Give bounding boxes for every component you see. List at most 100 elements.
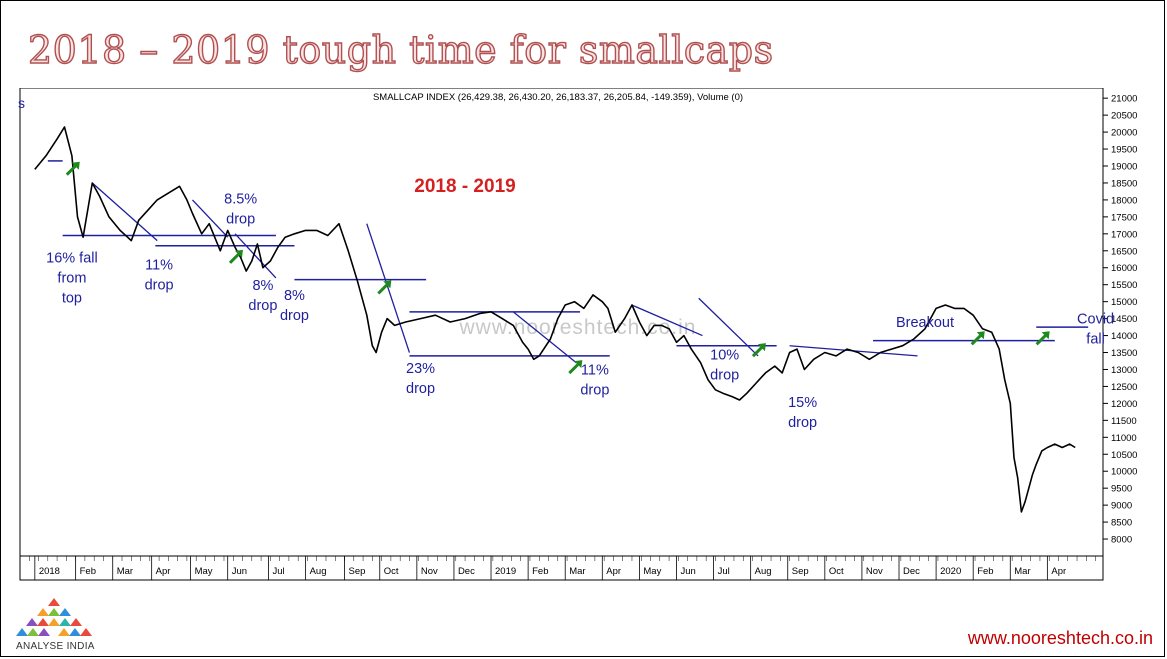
green-arrow-icon [568,360,583,375]
y-tick-label: 15000 [1111,297,1137,308]
drop-annotation: Breakout [896,315,954,331]
y-tick-label: 11500 [1111,416,1137,427]
y-tick-label: 12500 [1111,382,1137,393]
green-arrow-head [976,331,985,340]
y-tick-label: 12000 [1111,399,1137,410]
x-tick-label: 2018 [39,566,60,577]
drop-annotation: 15% drop [788,395,817,431]
slide-title: 2018 – 2019 tough time for smallcaps [27,27,774,72]
green-arrow-icon [970,331,985,346]
x-tick-label: Apr [606,566,621,577]
y-tick-label: 15500 [1111,280,1137,291]
y-tick-label: 10500 [1111,450,1137,461]
x-tick-label: Feb [977,566,993,577]
green-arrow-shaft [568,363,580,375]
y-tick-label: 11000 [1111,433,1137,444]
x-tick-label: Jul [718,566,730,577]
x-tick-label: 2019 [495,566,516,577]
y-tick-label: 16500 [1111,246,1137,257]
x-tick-label: May [643,566,661,577]
website-footer: www.nooreshtech.co.in [967,628,1153,648]
x-tick-label: Apr [1051,566,1066,577]
drop-annotation: 11% drop [580,363,609,399]
y-tick-label: 9500 [1111,484,1132,495]
y-tick-label: 14500 [1111,314,1137,325]
price-series-line [34,126,1076,513]
trend-line [191,199,229,238]
y-tick-label: 20500 [1111,111,1137,122]
y-tick-label: 18500 [1111,178,1137,189]
x-tick-label: Mar [117,566,133,577]
logo-text: ANALYSE INDIA [16,641,95,652]
green-arrow-head [234,249,243,258]
green-arrow-head [71,161,80,170]
y-tick-label: 21000 [1111,94,1137,105]
y-tick-label: 17000 [1111,229,1137,240]
green-arrow-head [574,360,583,369]
green-arrow-shaft [65,164,77,176]
y-tick-label: 13000 [1111,365,1137,376]
drop-annotation: 10% drop [710,347,739,383]
drop-annotation: 11% drop [145,257,174,293]
drop-annotation: 16% fall from top [46,251,98,307]
x-axis-band [19,555,1104,581]
green-arrow-shaft [970,334,982,346]
x-tick-label: Sep [349,566,366,577]
green-arrow-icon [751,343,766,358]
green-arrow-icon [1035,331,1050,346]
y-tick-label: 10000 [1111,467,1137,478]
x-tick-label: Jul [272,566,284,577]
period-label: 2018 - 2019 [414,176,515,197]
y-tick-label: 9000 [1111,501,1132,512]
drop-annotation: 8% drop [248,278,277,314]
x-tick-label: Nov [421,566,438,577]
watermark: www.nooreshtech.co.in [459,316,697,339]
y-tick-label: 14000 [1111,331,1137,342]
x-tick-label: Mar [569,566,585,577]
x-tick-label: Dec [903,566,920,577]
chart-header: SMALLCAP INDEX (26,429.38, 26,430.20, 26… [373,92,743,103]
x-tick-label: Dec [458,566,475,577]
green-arrow-head [1041,331,1050,340]
chart-area: SMALLCAP INDEX (26,429.38, 26,430.20, 26… [18,87,1142,582]
x-tick-label: Mar [1014,566,1030,577]
green-arrow-shaft [751,346,763,358]
x-tick-label: 2020 [940,566,961,577]
analyse-india-logo [14,596,94,656]
drop-annotation: 8% drop [280,288,309,324]
trend-line [91,182,158,242]
green-arrow-shaft [1035,334,1047,346]
green-arrow-icon [228,249,243,264]
x-tick-label: Sep [792,566,809,577]
y-tick-label: 8500 [1111,518,1132,529]
x-tick-label: Nov [866,566,883,577]
y-tick-label: 19500 [1111,145,1137,156]
y-tick-label: 20000 [1111,128,1137,139]
y-tick-label: 8000 [1111,535,1132,546]
y-tick-label: 17500 [1111,212,1137,223]
trend-line [512,311,577,364]
green-arrow-head [757,343,766,352]
corner-label: s [18,95,25,111]
x-tick-label: Feb [532,566,548,577]
trend-line [698,297,759,357]
x-tick-label: Aug [310,566,327,577]
trend-line [631,304,703,337]
smallcap-index-chart: SMALLCAP INDEX (26,429.38, 26,430.20, 26… [18,87,1137,581]
drop-annotation: Covid fall [1077,312,1114,348]
y-tick-label: 16000 [1111,263,1137,274]
green-arrow-head [383,280,392,289]
x-tick-label: Apr [156,566,171,577]
drop-annotation: 8.5% drop [224,191,257,227]
x-tick-label: Jun [680,566,695,577]
y-tick-label: 13500 [1111,348,1137,359]
trend-line [366,223,411,353]
x-tick-label: Oct [384,566,399,577]
y-tick-label: 18000 [1111,195,1137,206]
green-arrow-icon [377,280,392,295]
y-tick-label: 19000 [1111,162,1137,173]
x-tick-label: Feb [80,566,96,577]
green-arrow-shaft [377,283,389,295]
x-tick-label: Aug [755,566,772,577]
